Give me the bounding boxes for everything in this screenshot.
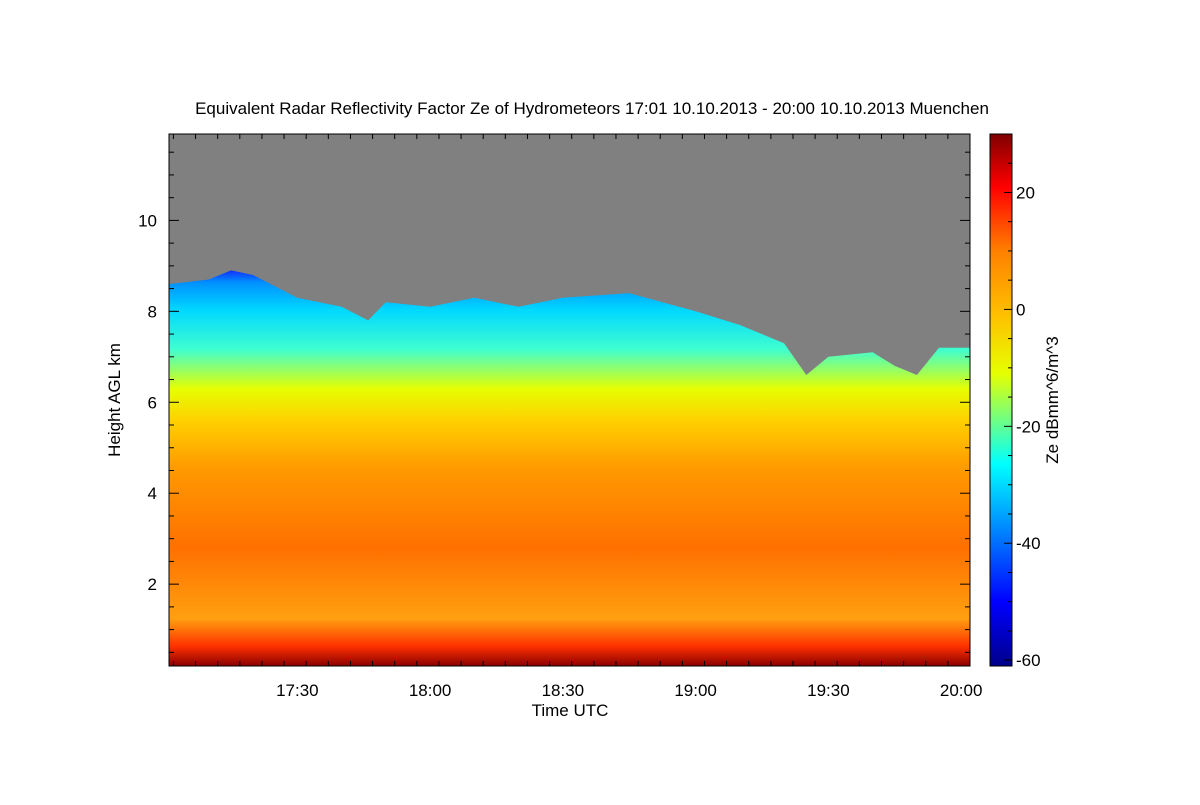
y-tick-label: 6 [148,393,157,412]
x-tick-label: 20:00 [940,681,983,700]
colorbar-axis: 20 0 -20 -40 -60 [1004,133,1041,670]
echo-region [169,270,970,666]
plot-frame [168,133,971,667]
colorbar-tick-label: 0 [1016,300,1025,319]
x-tick-label: 18:30 [542,681,585,700]
x-tick-label: 17:30 [276,681,319,700]
reflectivity-field [169,270,970,666]
y-tick-label: 8 [148,302,157,321]
y-axis: 2 4 6 8 10 [138,151,970,653]
y-tick-label: 4 [148,484,157,503]
colorbar-tick-label: 20 [1016,183,1035,202]
y-axis-label: Height AGL km [105,343,124,457]
x-tick-label: 18:00 [409,681,452,700]
chart-title: Equivalent Radar Reflectivity Factor Ze … [195,99,989,118]
colorbar-label: Ze dBmm^6/m^3 [1043,336,1062,463]
y-tick-label: 10 [138,211,157,230]
y-tick-label: 2 [148,575,157,594]
colorbar-tick-label: -40 [1016,534,1041,553]
colorbar [989,133,1013,667]
x-tick-label: 19:30 [807,681,850,700]
x-axis-label: Time UTC [532,701,609,720]
colorbar-tick-label: -20 [1016,417,1041,436]
x-axis: 17:30 18:00 18:30 19:00 19:30 20:00 [172,134,983,700]
x-tick-label: 19:00 [674,681,717,700]
colorbar-tick-label: -60 [1016,651,1041,670]
